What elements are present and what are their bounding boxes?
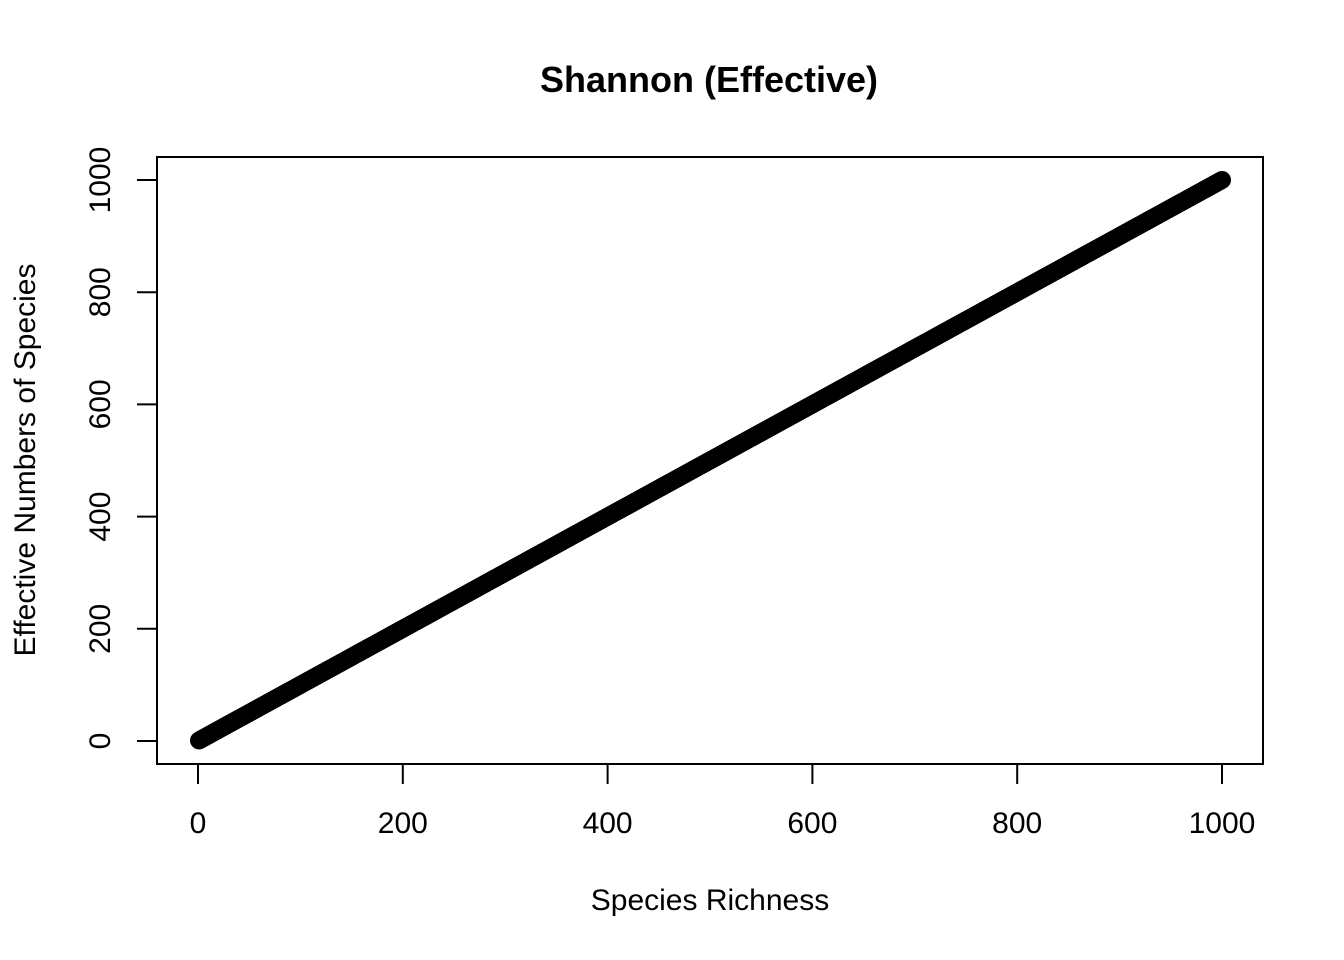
y-axis-label: Effective Numbers of Species [9,264,42,657]
y-axis: 0 200 400 600 800 1000 [84,147,158,750]
data-point [1213,171,1231,189]
y-tick-label: 400 [84,492,117,542]
x-tick-label: 0 [190,807,207,840]
x-tick-label: 200 [378,807,428,840]
chart-title: Shannon (Effective) [540,59,878,100]
x-tick-label: 400 [583,807,633,840]
x-tick-label: 800 [992,807,1042,840]
x-axis: 0 200 400 600 800 1000 [190,763,1256,840]
y-tick-label: 600 [84,379,117,429]
y-tick-label: 800 [84,267,117,317]
y-tick-label: 1000 [84,147,117,214]
y-tick-label: 200 [84,604,117,654]
x-axis-label: Species Richness [591,884,829,917]
data-series [190,171,1231,750]
x-tick-label: 600 [787,807,837,840]
x-tick-label: 1000 [1189,807,1256,840]
y-tick-label: 0 [84,733,117,750]
